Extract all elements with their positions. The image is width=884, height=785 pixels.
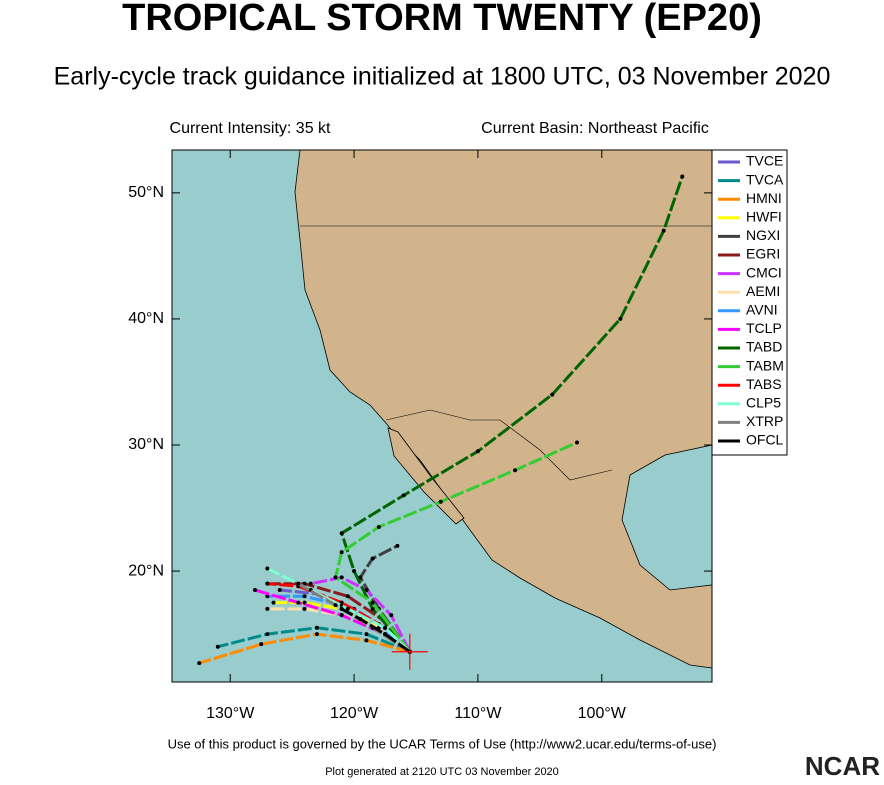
track-line: [339, 176, 684, 653]
track-point: [197, 661, 202, 666]
track-point: [296, 600, 301, 605]
track-point: [339, 550, 344, 555]
logo: NCAR: [805, 751, 880, 780]
x-tick-label: 130°W: [206, 705, 255, 722]
track-point: [339, 613, 344, 618]
track-point: [358, 616, 363, 621]
track-point: [339, 600, 344, 605]
track-point: [339, 531, 344, 536]
track-point: [618, 316, 623, 321]
legend-label: XTRP: [746, 413, 783, 429]
intensity: Current Intensity: 35 kt: [170, 120, 332, 137]
track-point: [302, 606, 307, 611]
track-point: [383, 625, 388, 630]
legend-label: TABD: [746, 339, 782, 355]
track-point: [259, 642, 264, 647]
legend-label: AEMI: [746, 283, 780, 299]
track-point: [308, 581, 313, 586]
track-point: [661, 228, 666, 233]
track-point: [352, 569, 357, 574]
track-point: [339, 606, 344, 611]
track-point: [345, 594, 350, 599]
legend-label: AVNI: [746, 302, 778, 318]
track-point: [252, 587, 257, 592]
generated: Plot generated at 2120 UTC 03 November 2…: [325, 766, 559, 778]
track-point: [265, 632, 270, 637]
tracks: [197, 174, 685, 666]
track-point: [271, 600, 276, 605]
y-tick-label: 30°N: [128, 436, 164, 453]
track-point: [370, 606, 375, 611]
y-tick-label: 40°N: [128, 310, 164, 327]
x-tick-label: 100°W: [578, 705, 627, 722]
track-point: [314, 632, 319, 637]
track-point: [364, 638, 369, 643]
border: [385, 409, 613, 481]
track-point: [395, 543, 400, 548]
track-point: [438, 499, 443, 504]
footer: Use of this product is governed by the U…: [168, 736, 717, 751]
legend-label: TABM: [746, 357, 784, 373]
track-point: [575, 440, 579, 445]
track-point: [265, 581, 270, 586]
track-point: [513, 468, 518, 473]
track-point: [370, 600, 375, 605]
subtitle: Early-cycle track guidance initialized a…: [54, 63, 831, 91]
track-point: [277, 587, 282, 592]
track-point: [302, 581, 307, 586]
legend-label: EGRI: [746, 246, 780, 262]
legend-label: NGXI: [746, 227, 780, 243]
track-point: [265, 606, 270, 611]
track-point: [680, 174, 685, 179]
track-point: [364, 632, 369, 637]
legend-label: TVCA: [746, 171, 784, 187]
track-point: [215, 644, 220, 649]
legend-label: TABS: [746, 376, 782, 392]
y-tick-label: 20°N: [128, 562, 164, 579]
legend-label: HWFI: [746, 209, 782, 225]
track-line: [340, 607, 411, 653]
track-point: [475, 449, 480, 454]
x-tick-label: 120°W: [330, 705, 379, 722]
track-point: [389, 613, 394, 618]
track-point: [345, 606, 350, 611]
track-point: [376, 524, 381, 529]
y-tick-label: 50°N: [128, 184, 164, 201]
legend-label: TCLP: [746, 320, 782, 336]
x-tick-label: 110°W: [454, 705, 502, 722]
track-point: [333, 603, 338, 608]
track-point: [302, 594, 307, 599]
track-line: [333, 441, 578, 653]
track-point: [314, 625, 319, 630]
basin: Current Basin: Northeast Pacific: [481, 120, 709, 137]
track-point: [339, 575, 344, 580]
track-point: [550, 392, 555, 397]
legend-label: OFCL: [746, 432, 784, 448]
legend-label: HMNI: [746, 190, 782, 206]
legend: [711, 149, 788, 456]
track-point: [296, 581, 301, 586]
track-point: [401, 493, 406, 498]
borders: [300, 225, 712, 481]
continent: [294, 149, 713, 669]
track-point: [370, 556, 375, 561]
track-point: [333, 575, 338, 580]
title: TROPICAL STORM TWENTY (EP20): [122, 0, 762, 39]
track-point: [383, 632, 388, 637]
legend-label: CMCI: [746, 264, 782, 280]
track-point: [265, 566, 270, 571]
legend-label: CLP5: [746, 395, 781, 411]
legend-label: TVCE: [746, 153, 783, 169]
